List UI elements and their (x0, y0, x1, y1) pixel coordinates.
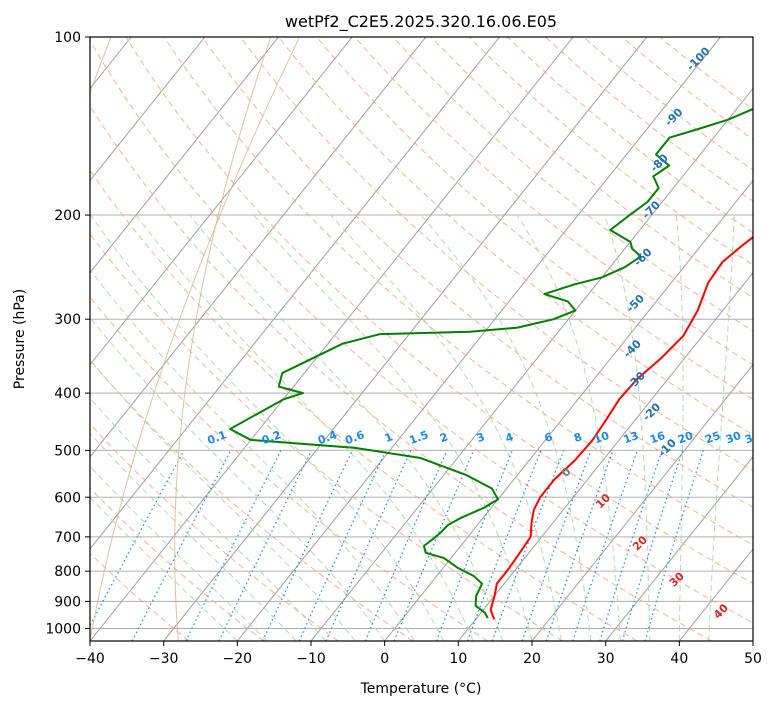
x-tick-label: −10 (296, 651, 326, 667)
y-tick-label: 100 (54, 30, 81, 46)
y-tick-label: 200 (54, 208, 81, 224)
x-tick-label: −30 (149, 651, 179, 667)
x-tick-label: 50 (744, 651, 762, 667)
x-tick-label: 20 (523, 651, 541, 667)
x-tick-label: 40 (670, 651, 688, 667)
y-tick-label: 600 (54, 490, 81, 506)
x-tick-label: 10 (449, 651, 467, 667)
x-tick-label: −40 (75, 651, 105, 667)
x-axis-title: Temperature (°C) (360, 681, 482, 697)
y-tick-label: 300 (54, 312, 81, 328)
x-tick-label: 30 (597, 651, 615, 667)
x-tick-label: −20 (223, 651, 253, 667)
y-tick-label: 500 (54, 443, 81, 459)
y-tick-label: 700 (54, 530, 81, 546)
y-axis-title: Pressure (hPa) (12, 289, 28, 389)
x-tick-label: 0 (380, 651, 389, 667)
chart-title: wetPf2_C2E5.2025.320.16.06.E05 (285, 12, 557, 32)
y-tick-label: 900 (54, 594, 81, 610)
y-tick-label: 400 (54, 386, 81, 402)
y-tick-label: 1000 (45, 621, 81, 637)
y-tick-label: 800 (54, 564, 81, 580)
